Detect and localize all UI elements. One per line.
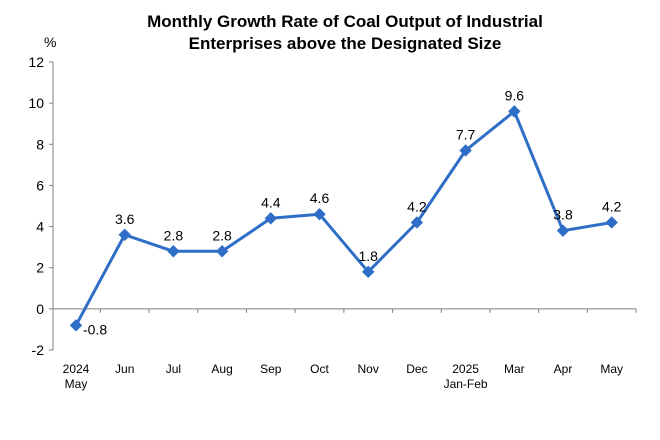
series-line <box>74 109 612 327</box>
x-tick-label: Sep <box>260 362 282 376</box>
data-point-marker <box>264 212 278 225</box>
data-label: -0.8 <box>83 321 107 337</box>
data-label: 2.8 <box>164 227 184 243</box>
data-point-marker <box>69 319 83 332</box>
y-tick-label: 8 <box>36 136 44 152</box>
x-tick-label: Apr <box>554 362 573 376</box>
y-tick-label: 10 <box>28 95 44 111</box>
data-label: 2.8 <box>212 227 232 243</box>
data-point-marker <box>459 144 472 157</box>
data-label: 9.6 <box>505 87 525 103</box>
x-tick-label: Dec <box>406 362 427 376</box>
data-point-marker <box>313 208 326 221</box>
x-tick-label-second-line: Jan-Feb <box>444 377 488 391</box>
data-label: 4.2 <box>407 198 427 214</box>
x-tick-label: Jul <box>166 362 181 376</box>
data-label: 3.6 <box>115 211 135 227</box>
y-tick-label: -2 <box>32 342 45 358</box>
data-label: 7.7 <box>456 126 476 142</box>
chart-title-line-2: Enterprises above the Designated Size <box>189 34 502 53</box>
data-point-marker <box>508 105 521 118</box>
y-axis-unit: % <box>44 34 56 50</box>
y-tick-label: 2 <box>36 260 44 276</box>
x-tick-label: 2025 <box>452 362 479 376</box>
x-tick-label: Aug <box>211 362 232 376</box>
data-label: 3.8 <box>553 207 573 223</box>
x-tick-label: Mar <box>504 362 525 376</box>
x-tick-label: 2024 <box>63 362 90 376</box>
x-tick-label: May <box>600 362 623 376</box>
data-point-marker <box>167 245 180 258</box>
y-tick-label: 4 <box>36 219 44 235</box>
x-tick-label: Oct <box>310 362 329 376</box>
x-tick-label: Jun <box>115 362 134 376</box>
chart-title-line-1: Monthly Growth Rate of Coal Output of In… <box>147 12 543 31</box>
data-point-marker <box>410 216 424 229</box>
x-tick-label: Nov <box>358 362 379 376</box>
data-point-marker <box>361 265 375 279</box>
data-label: 4.4 <box>261 194 281 210</box>
data-point-marker <box>118 228 131 242</box>
data-point-marker <box>556 224 570 237</box>
series-group <box>69 105 618 332</box>
data-label: 1.8 <box>358 248 378 264</box>
data-label: 4.2 <box>602 198 622 214</box>
data-labels: -0.8 3.6 2.8 2.8 4.4 4.6 1.8 4.2 7.7 9.6 3.8 4.2 <box>83 87 622 337</box>
data-label: 4.6 <box>310 190 330 206</box>
y-tick-label: 6 <box>36 177 44 193</box>
x-tick-label-second-line: May <box>65 377 88 391</box>
y-tick-label: 12 <box>28 54 44 70</box>
data-point-marker <box>605 216 618 229</box>
y-tick-label: 0 <box>36 301 44 317</box>
data-point-marker <box>215 245 229 258</box>
